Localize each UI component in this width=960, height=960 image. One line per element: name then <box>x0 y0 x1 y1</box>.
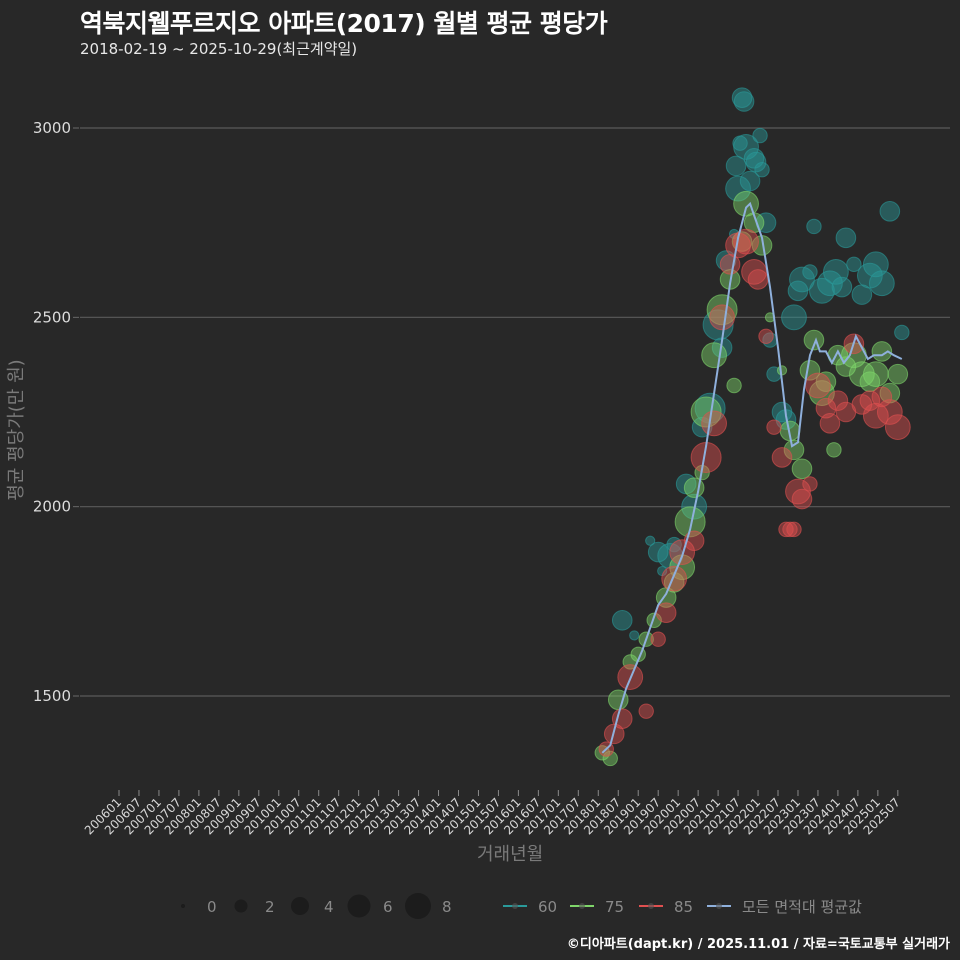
data-point <box>638 703 654 719</box>
size-legend-label: 2 <box>265 898 275 916</box>
data-point <box>725 232 751 259</box>
data-point <box>868 270 895 297</box>
footer-credit: ©디아파트(dapt.kr) / 2025.11.01 / 자료=국토교통부 실… <box>566 937 950 952</box>
data-point <box>791 488 813 510</box>
data-point <box>661 565 688 592</box>
data-point <box>859 390 881 411</box>
data-point <box>805 372 831 399</box>
data-point <box>752 127 768 144</box>
legend-label: 모든 면적대 평균값 <box>742 898 862 916</box>
data-point <box>669 539 696 566</box>
data-point <box>789 266 815 293</box>
data-point <box>819 413 841 434</box>
size-legend-circle <box>405 893 431 919</box>
legend-label: 60 <box>538 898 557 916</box>
data-point <box>709 304 735 331</box>
x-axis-label: 거래년월 <box>477 844 544 865</box>
chart-title: 역북지웰푸르지오 아파트(2017) 월별 평균 평당가 <box>80 9 608 38</box>
data-point <box>894 324 910 341</box>
legend-point-swatch <box>579 903 585 909</box>
data-point <box>611 708 633 730</box>
data-point <box>747 269 769 290</box>
data-point <box>706 294 738 326</box>
data-point <box>835 227 857 249</box>
data-point <box>754 161 770 178</box>
data-point <box>745 151 767 173</box>
data-point <box>862 361 889 388</box>
data-point <box>835 356 857 377</box>
data-point <box>803 329 825 351</box>
data-point <box>683 530 705 552</box>
y-tick-label: 1500 <box>33 687 71 705</box>
data-point <box>782 521 798 538</box>
data-point <box>884 414 911 441</box>
data-point <box>871 386 893 408</box>
y-tick-label: 3000 <box>33 119 71 137</box>
data-point <box>783 439 805 461</box>
data-point <box>725 155 747 177</box>
size-legend-label: 4 <box>324 898 334 916</box>
y-axis-label: 평균 평당가(만 원) <box>6 359 27 501</box>
data-point <box>802 476 818 492</box>
data-point <box>690 396 722 428</box>
size-legend-circle <box>347 894 371 918</box>
data-point <box>701 342 728 369</box>
series-85 <box>598 228 911 757</box>
data-point <box>887 363 909 385</box>
data-point <box>778 521 794 538</box>
data-point <box>781 304 807 331</box>
average-line <box>601 201 903 754</box>
y-tick-label: 2000 <box>33 498 71 516</box>
legend-label: 75 <box>605 898 624 916</box>
data-point <box>683 477 705 499</box>
data-point <box>806 218 822 235</box>
size-legend-circle <box>181 904 185 908</box>
data-point <box>827 390 849 411</box>
data-point <box>826 442 842 458</box>
data-point <box>846 256 862 273</box>
series-60 <box>611 87 910 641</box>
legend-point-swatch <box>648 903 654 909</box>
size-legend-label: 8 <box>442 898 452 916</box>
data-point <box>766 419 782 435</box>
data-point <box>815 371 837 393</box>
size-legend-label: 0 <box>207 898 217 916</box>
data-point <box>771 447 793 468</box>
data-point <box>645 535 656 546</box>
size-legend-circle <box>234 899 248 913</box>
data-point <box>725 175 751 202</box>
data-point <box>809 277 835 304</box>
y-tick-label: 2500 <box>33 308 71 326</box>
data-point <box>758 328 774 344</box>
data-point <box>831 276 853 298</box>
data-point <box>879 201 901 222</box>
data-point <box>701 410 728 437</box>
chart-subtitle: 2018-02-19 ~ 2025-10-29(최근계약일) <box>80 40 358 58</box>
data-point <box>802 264 818 280</box>
data-point <box>823 258 849 285</box>
size-legend-circle <box>291 897 309 915</box>
data-point <box>629 630 640 641</box>
data-point <box>674 506 706 538</box>
data-point <box>739 170 761 192</box>
data-point <box>871 341 893 362</box>
data-point <box>650 631 666 647</box>
data-point <box>611 609 633 631</box>
data-point <box>786 521 802 538</box>
data-point <box>733 228 759 255</box>
size-legend-label: 6 <box>383 898 393 916</box>
data-point <box>726 377 742 394</box>
legend-label: 85 <box>674 898 693 916</box>
data-point <box>876 399 903 425</box>
data-point <box>791 458 813 480</box>
data-point <box>731 87 753 109</box>
legend-point-swatch <box>716 903 722 909</box>
data-point <box>602 750 618 767</box>
legend-point-swatch <box>512 903 518 909</box>
data-point <box>733 91 755 112</box>
data-point <box>655 602 677 623</box>
